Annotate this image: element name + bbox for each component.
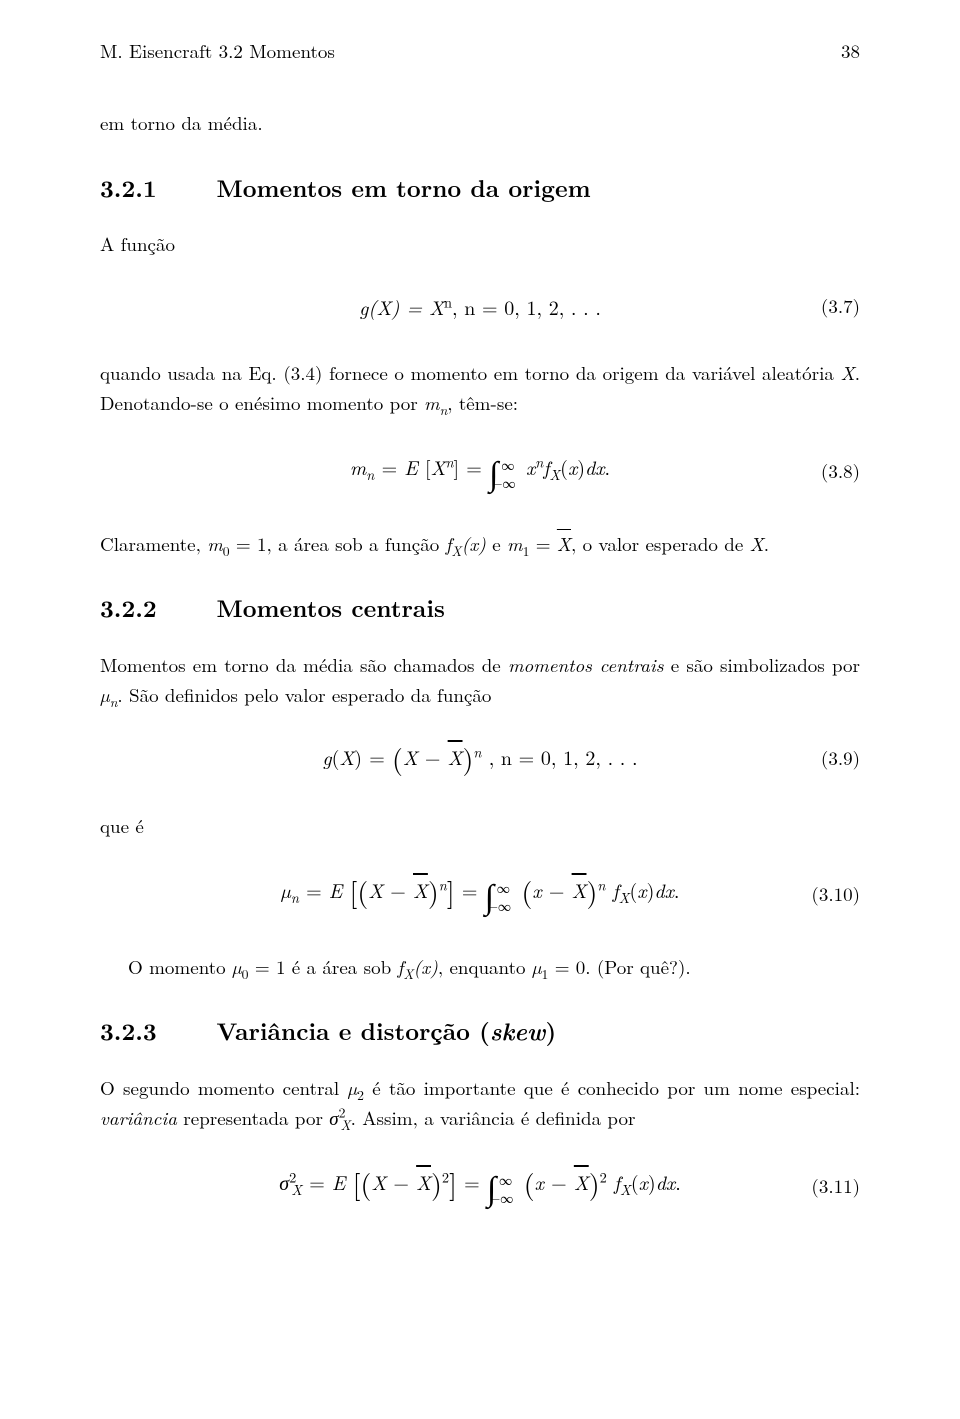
para-o-momento: O momento µ0 = 1 é a área sob fX(x), enq… [100, 952, 860, 982]
sub-2: 2 [357, 1084, 364, 1103]
heading-part-a: Variância e distorção ( [217, 1014, 490, 1048]
eq-body: g(X) = Xn, n = 0, 1, 2, . . . [359, 291, 601, 323]
eq-sign: = [529, 530, 556, 557]
equation-number: (3.11) [811, 1171, 860, 1201]
text: quando usada na Eq. (3.4) fornece o mome… [100, 359, 841, 386]
text: , têm-se: [447, 389, 518, 416]
subsection-number: 3.2.2 [100, 591, 157, 625]
equation-3-10: µn = E [(X − X)n] = ∫∞−∞ (x − X)n fX(x)d… [100, 867, 860, 921]
var-m: m [507, 530, 523, 557]
heading-part-c: ) [545, 1014, 556, 1048]
var-mu: µ [232, 953, 242, 980]
text: . Assim, a variância é definida por [351, 1104, 636, 1131]
text: é tão importante que é conhecido por um … [364, 1074, 860, 1101]
var-m: m [207, 530, 223, 557]
var-m: m [424, 389, 440, 416]
period: . [764, 530, 769, 557]
text: = 1 é a área sob [249, 953, 398, 980]
text: representada por [177, 1104, 329, 1131]
text: = 0. (Por quê?). [548, 953, 690, 980]
sub-0: 0 [223, 541, 230, 560]
eq-sup: n [444, 292, 452, 312]
var-mu: µ [100, 681, 110, 708]
var-X: X [750, 530, 764, 557]
subsection-number: 3.2.1 [100, 171, 157, 205]
para-segundo-momento: O segundo momento central µ2 é tão impor… [100, 1073, 860, 1134]
eq-text: g(X) = X [359, 292, 444, 321]
subsection-heading: Momentos centrais [217, 591, 445, 625]
subsection-3-2-3-title: 3.2.3 Variância e distorção (skew) [100, 1012, 860, 1050]
subsection-3-2-1-title: 3.2.1 Momentos em torno da origem [100, 169, 860, 207]
text: e [486, 530, 507, 557]
text: e são simbolizados por [663, 651, 860, 678]
text: O segundo momento central [100, 1074, 347, 1101]
para-momentos-centrais: Momentos em torno da média são chamados … [100, 650, 860, 711]
var-Xbar: X [557, 530, 571, 557]
text: Claramente, [100, 530, 207, 557]
para-claramente: Claramente, m0 = 1, a área sob a função … [100, 529, 860, 559]
para-que-e: que é [100, 811, 860, 841]
running-head-left: M. Eisencraft 3.2 Momentos [100, 36, 335, 66]
equation-3-9: g(X) = (X − X)n , n = 0, 1, 2, . . . (3.… [100, 736, 860, 781]
sub-0: 0 [242, 964, 249, 983]
eq-tail: , n = 0, 1, 2, . . . [489, 742, 638, 771]
paren-x: (x) [413, 953, 437, 980]
lead-paragraph: em torno da média. [100, 108, 860, 138]
equation-number: (3.7) [821, 291, 860, 321]
text: , enquanto [438, 953, 532, 980]
equation-3-11: σ2X = E [(X − X)2] = ∫∞−∞ (x − X)2 fX(x)… [100, 1159, 860, 1213]
equation-3-8: mn = E [Xn] = ∫∞−∞ xnfX(x)dx. (3.8) [100, 444, 860, 498]
eq-body: µn = E [(X − X)n] = ∫∞−∞ (x − X)n fX(x)d… [281, 867, 680, 921]
text: = 1, a área sob a função [230, 530, 446, 557]
sub-X: X [451, 541, 461, 560]
eq-body: g(X) = (X − X)n , n = 0, 1, 2, . . . [322, 736, 637, 781]
running-head: M. Eisencraft 3.2 Momentos 38 [100, 36, 860, 66]
sub-X: X [340, 1115, 350, 1134]
page-number: 38 [841, 36, 860, 66]
em-variancia: variância [100, 1104, 177, 1131]
subsection-3-2-2-title: 3.2.2 Momentos centrais [100, 589, 860, 627]
eq-tail: , n = 0, 1, 2, . . . [452, 292, 601, 321]
para-afuncao: A função [100, 229, 860, 259]
text: . São definidos pelo valor esperado da f… [117, 681, 491, 708]
subsection-heading: Momentos em torno da origem [217, 171, 591, 205]
equation-number: (3.9) [821, 743, 860, 773]
subsection-number: 3.2.3 [100, 1014, 157, 1048]
para-quando-usada: quando usada na Eq. (3.4) fornece o mome… [100, 358, 860, 419]
equation-number: (3.10) [811, 879, 860, 909]
paren-x: (x) [462, 530, 486, 557]
var-sigma: σ [329, 1104, 338, 1131]
sub-X: X [403, 964, 413, 983]
equation-number: (3.8) [821, 456, 860, 486]
var-mu: µ [532, 953, 542, 980]
text: O momento [128, 953, 232, 980]
equation-3-7: g(X) = Xn, n = 0, 1, 2, . . . (3.7) [100, 286, 860, 328]
heading-skew: skew [490, 1013, 546, 1048]
var-mu: µ [347, 1074, 357, 1101]
text: , o valor esperado de [571, 530, 750, 557]
text: Momentos em torno da média são chamados … [100, 651, 508, 678]
eq-body: mn = E [Xn] = ∫∞−∞ xnfX(x)dx. [350, 444, 610, 498]
var-X: X [841, 359, 855, 386]
em-momentos-centrais: momentos centrais [508, 651, 664, 678]
eq-body: σ2X = E [(X − X)2] = ∫∞−∞ (x − X)2 fX(x)… [279, 1159, 681, 1213]
